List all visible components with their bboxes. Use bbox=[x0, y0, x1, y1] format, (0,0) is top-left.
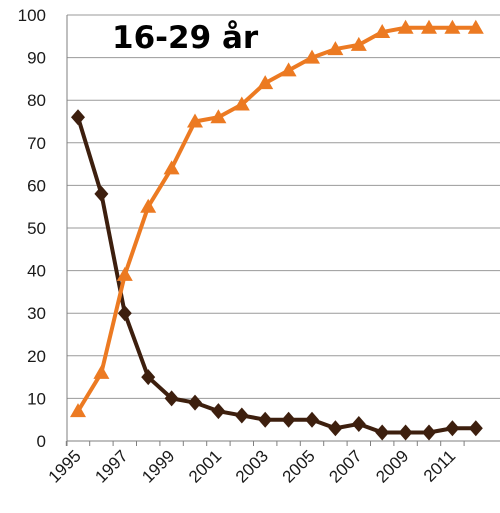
series-2-point-2008 bbox=[374, 24, 391, 39]
series-1-point-2010 bbox=[422, 424, 436, 441]
x-tick-label-2005: 2005 bbox=[279, 446, 319, 486]
series-1-point-2006 bbox=[328, 420, 343, 437]
y-tick-label-30: 30 bbox=[27, 304, 46, 323]
series-1-point-1995 bbox=[71, 109, 85, 126]
series-2-point-1998 bbox=[140, 198, 157, 213]
series-2-point-2002 bbox=[233, 96, 250, 111]
series-2-point-1997 bbox=[116, 266, 133, 281]
y-tick-label-40: 40 bbox=[27, 262, 46, 281]
axes bbox=[65, 15, 500, 446]
series-1-point-2000 bbox=[188, 394, 202, 411]
series-2-point-2009 bbox=[397, 19, 414, 34]
y-tick-label-80: 80 bbox=[27, 91, 46, 110]
series-1-line bbox=[76, 116, 476, 435]
x-tick-label-2009: 2009 bbox=[372, 446, 412, 486]
series-2-point-2001 bbox=[210, 109, 227, 124]
series-1-point-2003 bbox=[258, 411, 273, 428]
x-tick-label-1997: 1997 bbox=[91, 446, 131, 486]
series-1-point-1998 bbox=[141, 369, 156, 386]
series-1-point-2012 bbox=[468, 420, 483, 437]
series-2-point-2000 bbox=[187, 113, 203, 128]
series-2-point-1996 bbox=[93, 364, 110, 379]
x-tick-label-2001: 2001 bbox=[185, 446, 225, 486]
gridlines bbox=[67, 14, 500, 442]
series-2-point-2010 bbox=[421, 19, 437, 34]
y-tick-label-20: 20 bbox=[27, 347, 46, 366]
series-1-point-2011 bbox=[445, 420, 460, 437]
series-2-point-2005 bbox=[304, 49, 320, 64]
series-1-point-2001 bbox=[211, 403, 226, 420]
series-2-point-1995 bbox=[70, 403, 86, 418]
x-tick-label-1995: 1995 bbox=[45, 446, 85, 486]
y-tick-label-10: 10 bbox=[27, 389, 46, 408]
series-group bbox=[70, 19, 484, 441]
series-2-point-2003 bbox=[257, 75, 274, 90]
y-tick-label-0: 0 bbox=[37, 432, 46, 451]
y-tick-label-70: 70 bbox=[27, 134, 46, 153]
series-2-point-2004 bbox=[280, 62, 297, 77]
series-2-point-2011 bbox=[444, 19, 461, 34]
series-1-point-1999 bbox=[164, 390, 179, 407]
x-tick-label-2011: 2011 bbox=[420, 446, 459, 485]
x-axis-tick-labels: 1995 1997 1999 2001 2003 2005 2007 2009 2011 bbox=[45, 446, 460, 486]
series-1-point-1996 bbox=[94, 185, 109, 202]
series-2-point-1999 bbox=[163, 160, 180, 175]
x-tick-label-2007: 2007 bbox=[325, 446, 365, 486]
series-1-point-2009 bbox=[398, 424, 413, 441]
y-tick-label-90: 90 bbox=[27, 49, 46, 68]
series-2-point-2006 bbox=[327, 41, 344, 56]
series-1-point-1997 bbox=[117, 305, 132, 322]
series-1-point-2007 bbox=[351, 415, 366, 432]
y-axis-tick-labels: 0 10 20 30 40 50 60 70 80 90 100 bbox=[18, 6, 46, 451]
series-1-point-2002 bbox=[234, 407, 249, 424]
x-tick-label-2003: 2003 bbox=[232, 446, 272, 486]
series-1-point-2004 bbox=[281, 411, 296, 428]
series-2-point-2007 bbox=[350, 36, 367, 51]
y-tick-label-60: 60 bbox=[27, 176, 46, 195]
series-2-point-2012 bbox=[467, 19, 484, 34]
y-tick-label-100: 100 bbox=[18, 6, 46, 25]
x-tick-label-1999: 1999 bbox=[138, 446, 178, 486]
series-1-point-2008 bbox=[375, 424, 390, 441]
chart-title: 16-29 år bbox=[112, 20, 259, 56]
y-tick-label-50: 50 bbox=[27, 219, 46, 238]
series-1-point-2005 bbox=[305, 411, 319, 428]
